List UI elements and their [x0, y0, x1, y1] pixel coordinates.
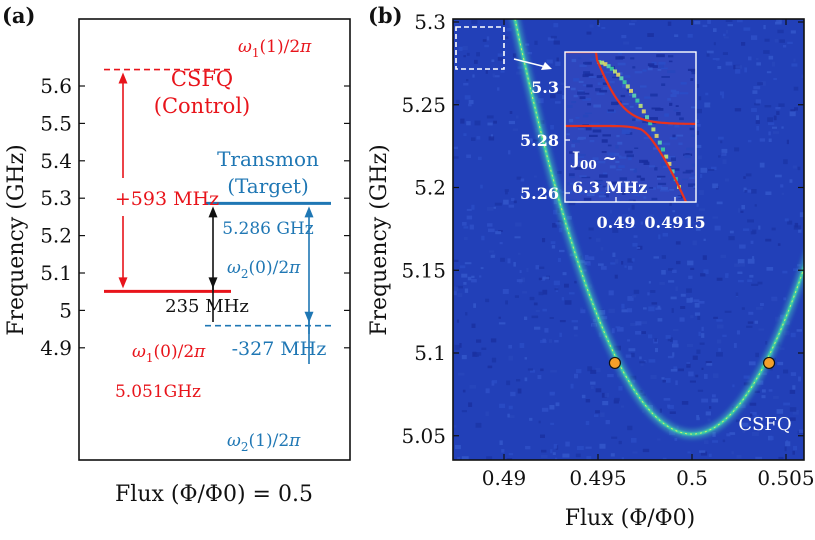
panel-a-ytick-label: 5.4: [40, 149, 72, 173]
transmon-anharmonicity-label: -327 MHz: [232, 338, 327, 360]
level-label-w2-0: ω2(0)/2π: [227, 258, 301, 281]
panel-b-label: (b): [368, 3, 403, 28]
panel-a-ylabel: Frequency (GHz): [4, 144, 29, 336]
panel-b-ylabel: Frequency (GHz): [367, 144, 392, 336]
panel-a-ytick-label: 5: [59, 298, 72, 322]
panel-a-ytick-label: 4.9: [40, 336, 72, 360]
panel-b-ytick-label: 5.05: [401, 424, 446, 448]
panel-b-ytick-label: 5.15: [401, 258, 446, 282]
panel-a-ytick-label: 5.1: [40, 261, 72, 285]
panel-b-ytick-label: 5.2: [414, 176, 446, 200]
inset-axes: 0.49 0.4915 5.3 5.28 5.26: [520, 78, 706, 232]
inset-xtick-label: 0.4915: [644, 213, 705, 232]
transmon-subtitle: (Target): [227, 174, 309, 198]
level-value-w2-0: 5.286 GHz: [222, 219, 313, 239]
transition-curve-core: [514, 19, 804, 435]
transition-arrows: [118, 72, 314, 364]
panel-b-y-axis: 5.3 5.25 5.2 5.15 5.1 5.05: [401, 10, 804, 448]
operating-points: [608, 356, 776, 370]
operating-point-marker: [762, 356, 776, 370]
panel-b-frame: [452, 18, 805, 461]
panel-b-ytick-label: 5.3: [414, 10, 446, 34]
panel-a: (a) 5.6 5.5 5.4 5.3 5.2 5.1 5 4.9 Frequency (GH…: [2, 3, 351, 507]
inset-ytick-label: 5.28: [520, 131, 559, 150]
inset-fit-upper-branch: [565, 52, 696, 125]
panel-b-xtick-label: 0.5: [676, 466, 708, 490]
level-label-w1-0: ω1(0)/2π: [132, 342, 206, 365]
panel-a-label: (a): [2, 3, 35, 28]
panel-a-ytick-label: 5.5: [40, 111, 72, 135]
level-label-w1-1: ω1(1)/2π: [238, 37, 312, 60]
panel-a-xlabel: Flux (Φ/Φ0) = 0.5: [115, 482, 313, 507]
inset-coupling-value: 6.3 MHz: [572, 178, 647, 197]
panel-b-xlabel: Flux (Φ/Φ0): [565, 506, 696, 531]
inset-ytick-label: 5.3: [531, 78, 559, 97]
csfq-arrow-lower: [118, 216, 128, 289]
csfq-anharmonicity-label: +593 MHz: [115, 188, 219, 210]
detuning-arrow-upper: [208, 206, 218, 290]
panel-b-xtick-label: 0.49: [482, 466, 527, 490]
level-label-w2-1: ω2(1)/2π: [227, 431, 301, 454]
zoom-region-box: [455, 26, 505, 70]
panel-b-ytick-label: 5.25: [401, 93, 446, 117]
level-value-w1-0: 5.051GHz: [115, 382, 201, 402]
energy-levels: [104, 68, 331, 327]
csfq-subtitle: (Control): [154, 94, 250, 118]
panel-a-ytick-label: 5.6: [40, 74, 72, 98]
inset-frame: [564, 51, 697, 203]
inset-ytick-label: 5.26: [520, 184, 559, 203]
zoom-arrow: [513, 58, 547, 68]
panel-a-y-axis: 5.6 5.5 5.4 5.3 5.2 5.1 5 4.9: [40, 74, 350, 360]
detuning-arrow-lower: [208, 277, 218, 322]
operating-point-marker: [608, 356, 622, 370]
transmon-title: Transmon: [217, 147, 319, 171]
inset-fit-lower-branch: [565, 124, 688, 202]
panel-b-xtick-label: 0.505: [757, 466, 814, 490]
heatmap-label: CSFQ: [738, 414, 791, 435]
zoom-arrow-head: [541, 62, 552, 70]
panel-a-frame: [78, 18, 351, 461]
inset-xtick-label: 0.49: [597, 213, 636, 232]
csfq-title: CSFQ: [171, 67, 233, 91]
panel-b-xtick-label: 0.495: [569, 466, 626, 490]
panel-a-ytick-label: 5.3: [40, 186, 72, 210]
panel-b-ytick-label: 5.1: [414, 341, 446, 365]
csfq-arrow-upper: [118, 72, 128, 178]
detuning-label: 235 MHz: [165, 296, 249, 317]
panel-a-ytick-label: 5.2: [40, 224, 72, 248]
transmon-arrow-lower: [304, 311, 314, 364]
